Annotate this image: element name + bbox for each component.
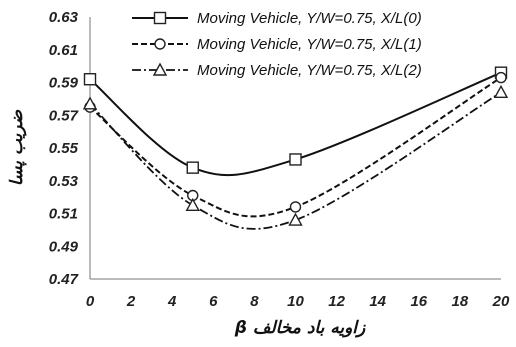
legend-label-2: Moving Vehicle, Y/W=0.75, X/L(1) (197, 36, 422, 53)
x-tick-label: 14 (369, 293, 386, 310)
y-tick-label: 0.53 (49, 173, 79, 190)
x-tick-labels: 0 2 4 6 8 10 12 14 16 18 20 (86, 293, 510, 310)
data-point-series-2 (289, 201, 302, 213)
x-tick-label: 4 (167, 293, 177, 310)
legend: Moving Vehicle, Y/W=0.75, X/L(0) Moving V… (132, 10, 422, 79)
y-tick-label: 0.59 (49, 75, 79, 92)
x-tick-label: 18 (452, 293, 469, 310)
data-point-series-3 (493, 84, 509, 99)
x-tick-label: 12 (328, 293, 345, 310)
y-tick-label: 0.55 (49, 140, 79, 157)
data-point-series-1 (186, 161, 199, 174)
series-line-1 (89, 71, 502, 177)
axes (89, 17, 501, 280)
y-tick-label: 0.61 (49, 42, 78, 59)
x-tick-label: 6 (209, 293, 218, 310)
y-axis-label: ضریب پسا (7, 109, 27, 186)
y-tick-label: 0.49 (49, 238, 79, 255)
data-point-series-3 (288, 212, 303, 226)
legend-marker-3 (152, 62, 168, 76)
x-tick-label: 0 (86, 293, 95, 310)
y-tick-label: 0.47 (49, 271, 79, 288)
x-tick-label: 16 (410, 293, 427, 310)
series-markers (82, 66, 509, 226)
x-tick-label: 2 (126, 293, 136, 310)
data-point-series-3 (82, 96, 98, 110)
series-lines (89, 71, 502, 230)
legend-marker-2 (154, 38, 166, 50)
y-tick-label: 0.51 (49, 206, 78, 223)
data-point-series-3 (185, 197, 200, 212)
y-tick-label: 0.57 (49, 107, 79, 124)
data-point-series-1 (289, 153, 302, 166)
data-point-series-2 (495, 71, 507, 84)
legend-label-3: Moving Vehicle, Y/W=0.75, X/L(2) (197, 62, 422, 79)
data-point-series-1 (83, 73, 97, 86)
series-line-3 (89, 91, 502, 230)
series-line-2 (89, 76, 502, 218)
x-axis-label: زاویه باد مخالف β (234, 318, 366, 338)
x-tick-label: 10 (287, 293, 304, 310)
x-tick-label: 20 (492, 293, 510, 310)
legend-marker-1 (153, 11, 167, 25)
y-tick-label: 0.63 (49, 9, 79, 26)
x-tick-label: 8 (250, 293, 259, 310)
legend-label-1: Moving Vehicle, Y/W=0.75, X/L(0) (197, 10, 422, 27)
y-tick-labels: 0.47 0.49 0.51 0.53 0.55 0.57 0.59 0.61 0.63 (49, 9, 79, 288)
